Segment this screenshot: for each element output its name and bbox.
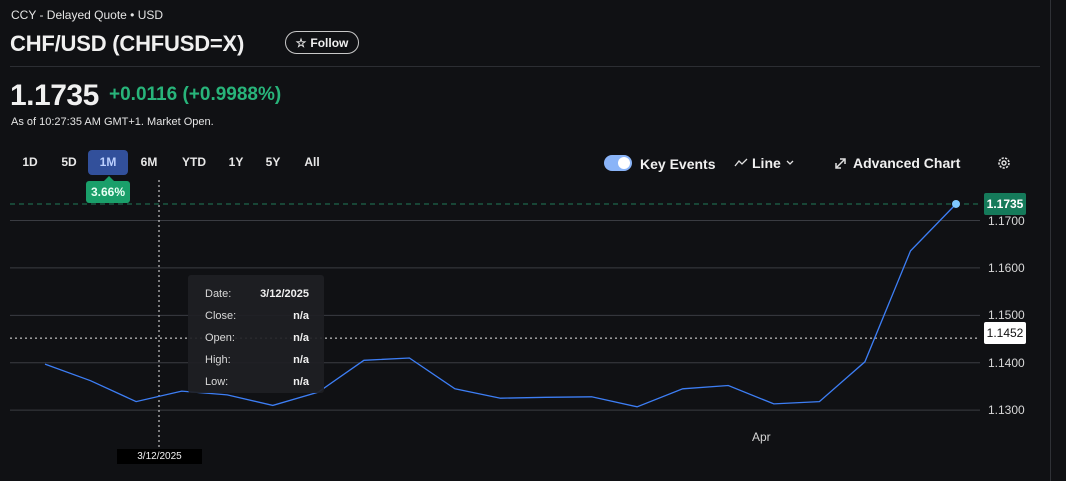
tooltip-row-open: Open: n/a — [205, 332, 309, 344]
y-tick-label: 1.1300 — [988, 403, 1025, 418]
crosshair-date-label: 3/12/2025 — [117, 449, 202, 464]
key-events-toggle[interactable] — [604, 155, 632, 171]
hover-price-tag: 1.1452 — [984, 322, 1026, 344]
tooltip-value: 3/12/2025 — [260, 288, 309, 300]
range-tab-ytd[interactable]: YTD — [182, 155, 206, 169]
tooltip-row-date: Date: 3/12/2025 — [205, 288, 309, 300]
tooltip-key: Open: — [205, 332, 235, 344]
chevron-down-icon — [786, 160, 794, 165]
tooltip-row-high: High: n/a — [205, 354, 309, 366]
price-change: +0.0116 (+0.9988%) — [109, 84, 281, 106]
tooltip-row-low: Low: n/a — [205, 376, 309, 388]
advanced-chart-button[interactable]: Advanced Chart — [834, 155, 960, 171]
tooltip-key: Date: — [205, 288, 232, 300]
price-change-abs: +0.0116 — [109, 84, 178, 105]
star-icon: ☆ — [295, 35, 307, 50]
tooltip-key: Low: — [205, 376, 229, 388]
y-tick-label: 1.1700 — [988, 213, 1025, 228]
y-tick-label: 1.1600 — [988, 260, 1025, 275]
range-tab-5d[interactable]: 5D — [61, 155, 77, 169]
tooltip-key: High: — [205, 354, 231, 366]
range-tab-all[interactable]: All — [304, 155, 320, 169]
gear-icon[interactable] — [996, 155, 1012, 171]
tooltip-value: n/a — [293, 332, 309, 344]
x-tick-label: Apr — [752, 430, 771, 444]
current-price-tag: 1.1735 — [984, 193, 1026, 215]
y-tick-label: 1.1400 — [988, 355, 1025, 370]
range-tab-1d[interactable]: 1D — [22, 155, 38, 169]
quote-meta: CCY - Delayed Quote • USD — [11, 8, 164, 22]
tooltip-row-close: Close: n/a — [205, 310, 309, 322]
range-change-badge: 3.66% — [86, 176, 130, 203]
range-tab-1y[interactable]: 1Y — [228, 155, 244, 169]
chart-type-dropdown[interactable]: Line — [734, 155, 795, 171]
page-title: CHF/USD (CHFUSD=X) — [10, 31, 245, 56]
key-events-label[interactable]: Key Events — [640, 156, 716, 172]
tooltip-value: n/a — [293, 376, 309, 388]
as-of-timestamp: As of 10:27:35 AM GMT+1. Market Open. — [11, 116, 214, 128]
chart-tooltip: Date: 3/12/2025 Close: n/a Open: n/a High: n… — [188, 275, 324, 393]
tooltip-key: Close: — [205, 310, 237, 322]
price-change-pct: (+0.9988%) — [182, 84, 282, 105]
advanced-chart-label: Advanced Chart — [853, 155, 961, 171]
tooltip-value: n/a — [293, 310, 309, 322]
follow-button[interactable]: ☆ Follow — [285, 31, 359, 54]
tooltip-value: n/a — [293, 354, 309, 366]
toggle-knob — [618, 157, 630, 169]
series-line — [44, 203, 957, 408]
range-tab-5y[interactable]: 5Y — [265, 155, 281, 169]
current-price: 1.1735 — [10, 79, 99, 112]
y-tick-label: 1.1500 — [988, 308, 1025, 323]
header-divider — [10, 66, 1040, 67]
range-tab-6m[interactable]: 6M — [140, 155, 158, 169]
range-tab-1m[interactable]: 1M — [88, 150, 128, 175]
page-right-border — [1050, 0, 1051, 481]
follow-label: Follow — [310, 35, 349, 50]
expand-icon — [835, 157, 846, 169]
chart-type-label: Line — [752, 155, 781, 171]
series-endpoint — [952, 199, 960, 208]
line-chart-icon — [734, 158, 748, 167]
